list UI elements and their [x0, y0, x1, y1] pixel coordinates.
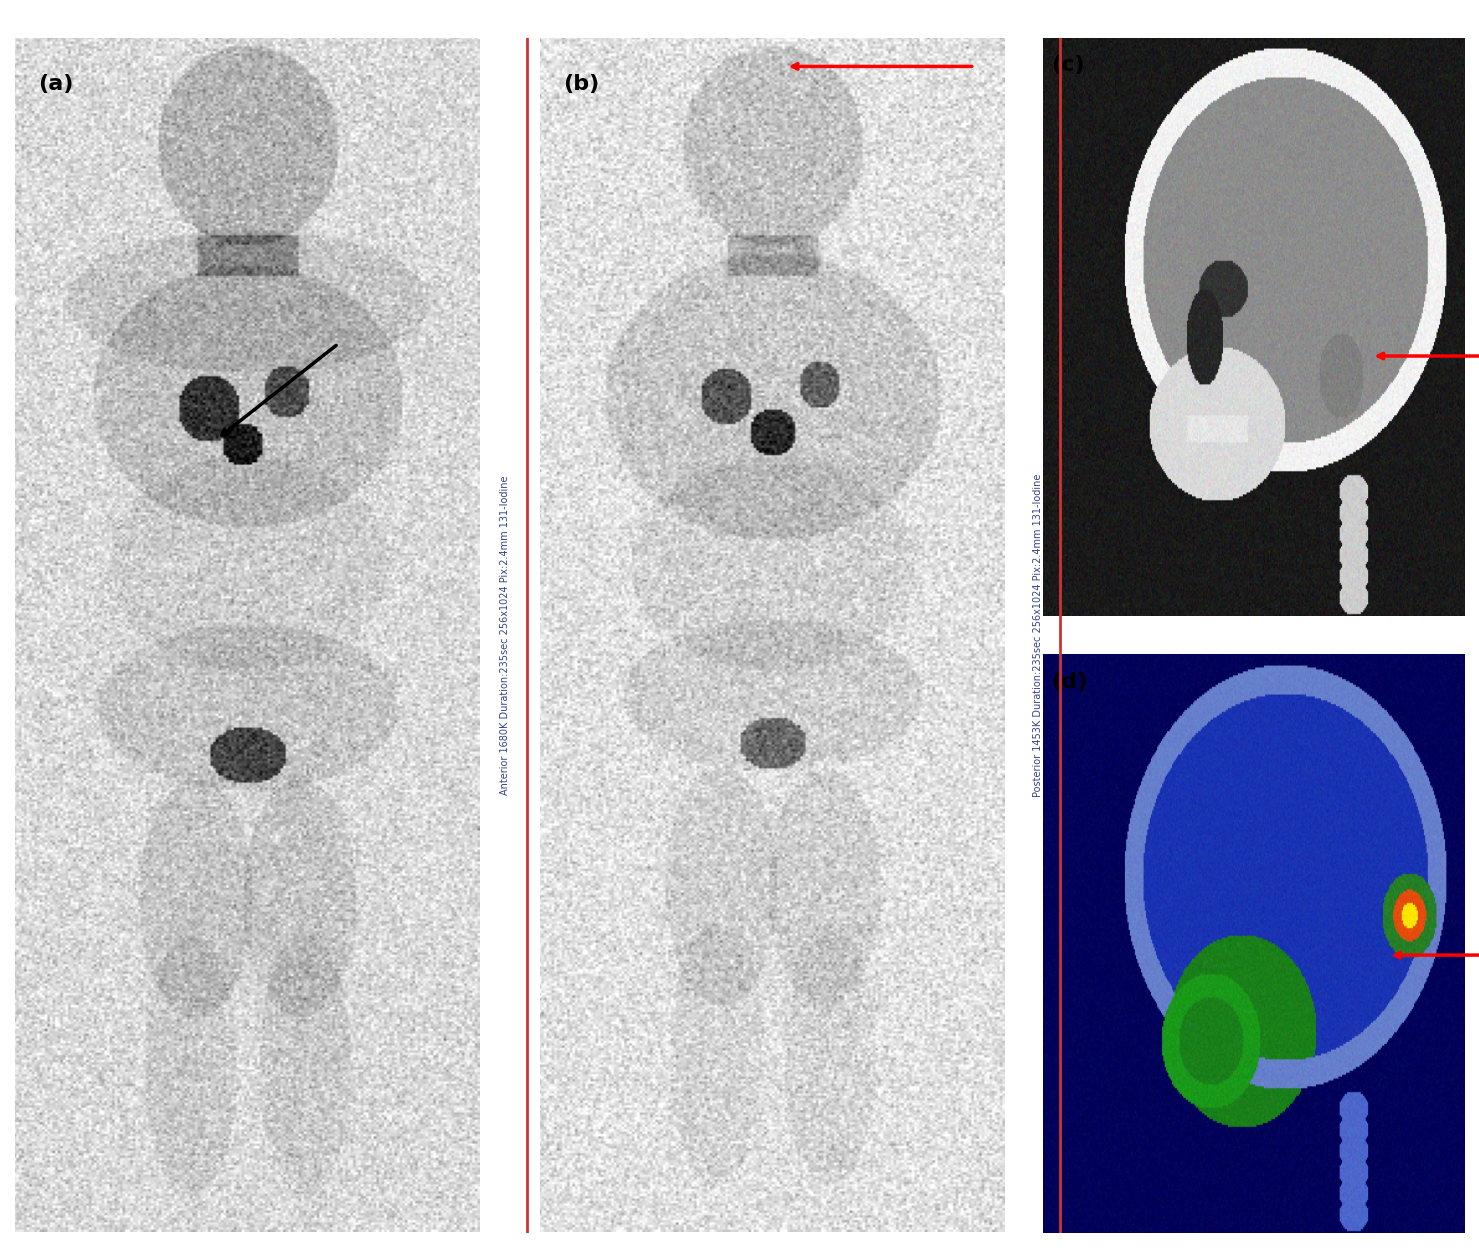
Text: (d): (d)	[1052, 672, 1087, 692]
Text: Anterior 1680K Duration:235sec 256x1024 Pix:2.4mm 131-Iodine: Anterior 1680K Duration:235sec 256x1024 …	[500, 476, 510, 795]
Text: (b): (b)	[563, 73, 599, 93]
Text: (c): (c)	[1052, 55, 1084, 75]
Text: Posterior 1453K Duration:235sec 256x1024 Pix:2.4mm 131-Iodine: Posterior 1453K Duration:235sec 256x1024…	[1032, 473, 1043, 798]
Text: (a): (a)	[38, 73, 74, 93]
